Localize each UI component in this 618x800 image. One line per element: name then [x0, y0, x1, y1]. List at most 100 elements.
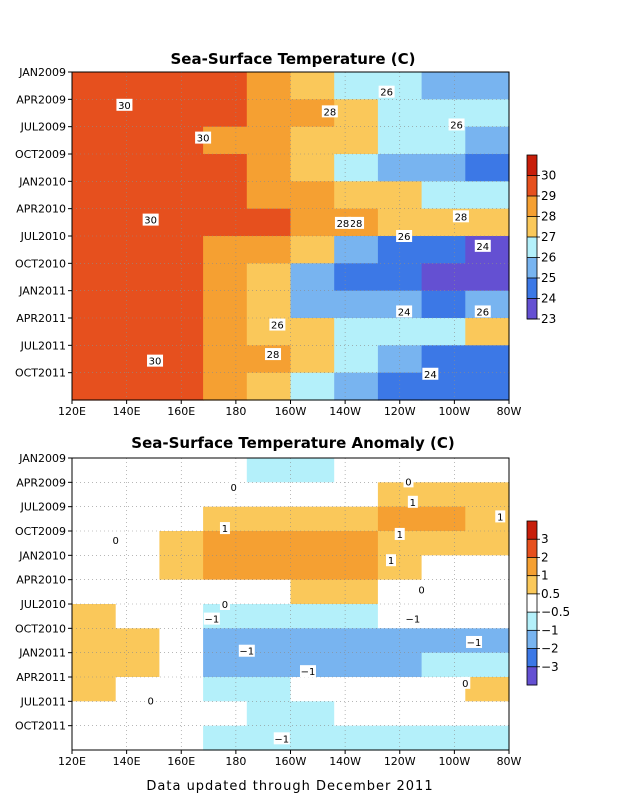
contour-label: 0: [405, 477, 411, 488]
heatmap-cell: [421, 725, 466, 751]
heatmap-cell: [334, 372, 379, 401]
heatmap-cell: [203, 208, 248, 237]
heatmap-cell: [246, 701, 292, 727]
heatmap-cell: [246, 99, 292, 128]
heatmap-cell: [203, 372, 248, 401]
contour-label-bg: [460, 676, 471, 689]
contour-label: 1: [222, 524, 228, 535]
x-tick-label: 120W: [384, 755, 416, 768]
contour-label: −1: [301, 667, 316, 678]
heatmap-cell: [290, 458, 335, 483]
x-tick-label: 100W: [438, 755, 470, 768]
heatmap-cell: [290, 555, 335, 581]
colorbar-segment: [527, 666, 537, 686]
heatmap-cell: [115, 628, 160, 654]
heatmap-cell: [159, 208, 204, 237]
contour-label-bg: [386, 554, 397, 567]
contour-label: 0: [462, 679, 468, 690]
contour-label: 30: [149, 357, 162, 368]
x-tick-label: 180: [225, 755, 246, 768]
colorbar-segment: [527, 557, 537, 577]
y-tick-label: JAN2009: [18, 66, 66, 79]
contour-label: −1: [467, 638, 482, 649]
contour-label-bg: [404, 612, 421, 625]
heatmap-cell: [72, 263, 117, 292]
heatmap-cell: [72, 99, 117, 128]
heatmap-cell: [72, 677, 117, 702]
heatmap-cell: [246, 677, 292, 702]
heatmap-cell: [203, 99, 248, 128]
heatmap-cell: [465, 72, 510, 100]
heatmap-cell: [246, 555, 292, 581]
colorbar-label: 30: [541, 169, 556, 183]
heatmap-cell: [115, 652, 160, 678]
contour-label: 30: [118, 101, 131, 112]
y-tick-label: APR2011: [16, 312, 66, 325]
heatmap-cell: [203, 677, 248, 702]
heatmap-cell: [377, 677, 423, 702]
contour-label: −1: [405, 615, 420, 626]
heatmap-cell: [334, 482, 379, 508]
colorbar-segment: [527, 216, 537, 238]
heatmap-cell: [246, 72, 292, 100]
contour-label: 24: [424, 370, 437, 381]
heatmap-cell: [246, 126, 292, 155]
heatmap-cell: [465, 126, 510, 155]
heatmap-cell: [72, 701, 117, 727]
heatmap-cell: [159, 555, 204, 581]
heatmap-cell: [290, 154, 335, 182]
footer-note: Data updated through December 2011: [146, 779, 433, 794]
colorbar-segment: [527, 155, 537, 176]
heatmap-cell: [377, 579, 423, 605]
heatmap-cell: [290, 482, 335, 508]
heatmap-cell: [159, 154, 204, 182]
heatmap-cell: [72, 126, 117, 155]
contour-label: −1: [239, 647, 254, 658]
x-tick-label: 140W: [329, 405, 361, 418]
heatmap-cell: [334, 458, 379, 483]
contour-label-bg: [228, 481, 239, 494]
heatmap-cell: [421, 458, 466, 483]
x-tick-label: 100W: [438, 405, 470, 418]
contour-label-bg: [452, 210, 469, 223]
heatmap-cell: [421, 506, 466, 532]
heatmap-cell: [465, 345, 510, 374]
y-tick-label: JUL2011: [20, 695, 66, 708]
heatmap-cell: [377, 154, 423, 182]
contour-label: −1: [274, 734, 289, 745]
heatmap-cell: [377, 628, 423, 654]
y-tick-label: JAN2010: [18, 549, 66, 562]
y-tick-label: OCT2009: [15, 525, 66, 538]
contour-label-bg: [110, 533, 121, 546]
heatmap-cell: [246, 154, 292, 182]
heatmap-cell: [115, 72, 160, 100]
heatmap-cell: [115, 555, 160, 581]
heatmap-cell: [421, 290, 466, 319]
contour-label-bg: [348, 216, 365, 229]
heatmap-cell: [203, 652, 248, 678]
heatmap-cell: [203, 290, 248, 319]
contour-label-bg: [147, 354, 164, 367]
y-tick-label: APR2011: [16, 671, 66, 684]
contour-label: 0: [231, 483, 237, 494]
heatmap-cell: [246, 579, 292, 605]
colorbar-segment: [527, 612, 537, 631]
heatmap-cell: [465, 263, 510, 292]
heatmap-cell: [115, 506, 160, 532]
contour-label-bg: [238, 644, 255, 657]
y-tick-label: JAN2010: [18, 175, 66, 188]
contour-label: 24: [476, 242, 489, 253]
x-tick-label: 120E: [58, 405, 86, 418]
x-tick-label: 80W: [497, 405, 522, 418]
contour-label: 1: [410, 498, 416, 509]
contour-label-bg: [273, 732, 290, 745]
contour-label-bg: [203, 612, 220, 625]
heatmap-cell: [203, 458, 248, 483]
contour-label-bg: [378, 85, 395, 98]
y-tick-label: APR2009: [16, 476, 66, 489]
heatmap-cell: [72, 531, 117, 556]
y-tick-label: JAN2011: [18, 285, 66, 298]
y-tick-label: OCT2011: [15, 367, 66, 380]
colorbar-segment: [527, 575, 537, 595]
heatmap-cell: [203, 318, 248, 346]
